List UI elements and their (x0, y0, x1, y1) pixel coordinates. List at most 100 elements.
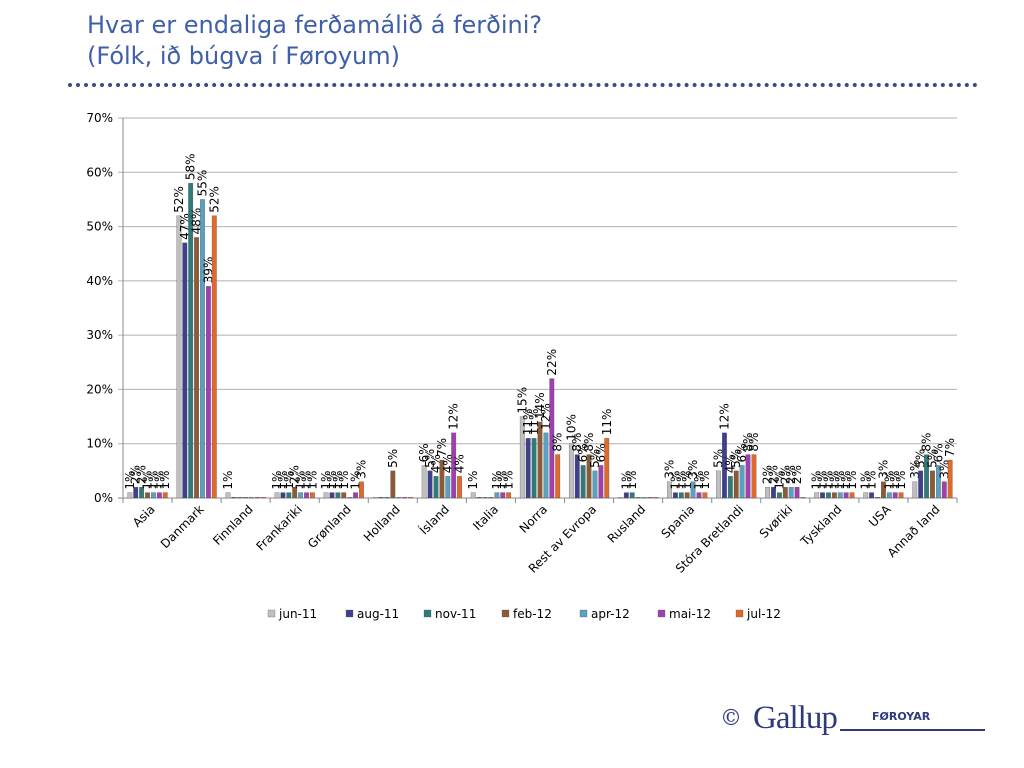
bar (304, 492, 309, 499)
bar (716, 470, 721, 499)
bar (592, 470, 598, 499)
bar (892, 492, 898, 499)
bar (678, 492, 684, 499)
bar (788, 486, 794, 499)
data-label: 6% (931, 443, 945, 462)
bar (782, 486, 788, 499)
data-label: 5% (423, 449, 437, 468)
bar (310, 492, 315, 499)
data-label: 6% (417, 443, 431, 462)
bar (629, 492, 635, 499)
legend-swatch (657, 609, 666, 618)
y-tick-label: 30% (86, 328, 113, 342)
data-label: 1% (152, 471, 166, 490)
data-label: 1% (821, 471, 835, 490)
bar (941, 481, 947, 499)
bar (751, 454, 757, 499)
legend-label: mai-12 (669, 607, 711, 621)
bar (776, 492, 782, 499)
bar (826, 492, 831, 499)
data-label: 1% (337, 471, 351, 490)
bar (702, 492, 708, 499)
bar (500, 492, 506, 499)
bar (255, 497, 260, 499)
bar (390, 470, 396, 499)
bar (145, 492, 150, 499)
y-tick-label: 40% (86, 274, 113, 288)
data-label: 12% (447, 403, 461, 430)
data-label: 5% (588, 449, 602, 468)
title-line-2: (Fólk, ið búgva í Føroyum) (87, 42, 400, 70)
bar (684, 492, 690, 499)
bar (800, 497, 806, 499)
data-label: 1% (625, 471, 639, 490)
data-label: 52% (207, 186, 221, 213)
x-tick-label: Finnland (210, 502, 256, 548)
legend-swatch (735, 609, 744, 618)
data-label: 1% (833, 471, 847, 490)
data-label: 1% (865, 471, 879, 490)
bar (875, 497, 880, 499)
bar (476, 497, 482, 499)
data-label: 8% (747, 433, 761, 452)
legend-label: jun-11 (278, 607, 317, 621)
bar (771, 486, 776, 499)
data-label: 11% (600, 409, 614, 436)
bar (647, 497, 653, 499)
bar (280, 492, 286, 499)
x-tick-label: Annað land (885, 502, 943, 560)
bar (568, 443, 574, 499)
data-label: 1% (674, 471, 688, 490)
data-label: 1% (894, 471, 908, 490)
bar (849, 492, 855, 499)
data-label: 1% (816, 471, 830, 490)
copyright-symbol: © (720, 706, 742, 731)
bar (427, 470, 433, 499)
data-label: 1% (888, 471, 902, 490)
data-label: 1% (859, 471, 873, 490)
bar (912, 481, 918, 499)
title-line-1: Hvar er endaliga ferðamálið á ferðini? (87, 11, 543, 39)
data-label: 6% (576, 443, 590, 462)
bar (898, 492, 904, 499)
bar (359, 481, 364, 499)
bar (445, 476, 451, 499)
bar (525, 438, 531, 499)
data-label: 5% (914, 449, 928, 468)
data-label: 52% (172, 186, 186, 213)
data-label: 55% (195, 170, 209, 197)
bar (814, 492, 820, 499)
data-label: 2% (784, 465, 798, 484)
data-label: 1% (123, 471, 137, 490)
bar (194, 237, 199, 499)
data-label: 2% (761, 465, 775, 484)
bar (237, 497, 243, 499)
x-tick-label: Svøriki (757, 502, 796, 541)
bar (292, 486, 298, 499)
bar (690, 481, 696, 499)
page-title: Hvar er endaliga ferðamálið á ferðini? (… (87, 10, 542, 72)
bar (341, 492, 347, 499)
x-tick-label: Ísland (416, 502, 452, 538)
data-label: 22% (545, 349, 559, 376)
x-tick-label: Italia (470, 502, 501, 533)
data-label: 1% (698, 471, 712, 490)
data-label: 14% (533, 392, 547, 419)
x-tick-label: Danmark (158, 502, 207, 551)
data-label: 5% (925, 449, 939, 468)
bar (433, 476, 439, 499)
legend-label: feb-12 (513, 607, 552, 621)
data-label: 15% (515, 387, 529, 414)
bar (421, 465, 427, 499)
y-tick-label: 10% (86, 437, 113, 451)
bar (881, 481, 886, 499)
data-label: 1% (502, 471, 516, 490)
legend-label: aug-11 (357, 607, 399, 621)
data-label: 1% (325, 471, 339, 490)
bar (156, 492, 162, 499)
data-label: 1% (294, 471, 308, 490)
bar (930, 470, 935, 499)
bar (353, 492, 358, 499)
bar (323, 492, 329, 499)
bar (378, 497, 384, 499)
